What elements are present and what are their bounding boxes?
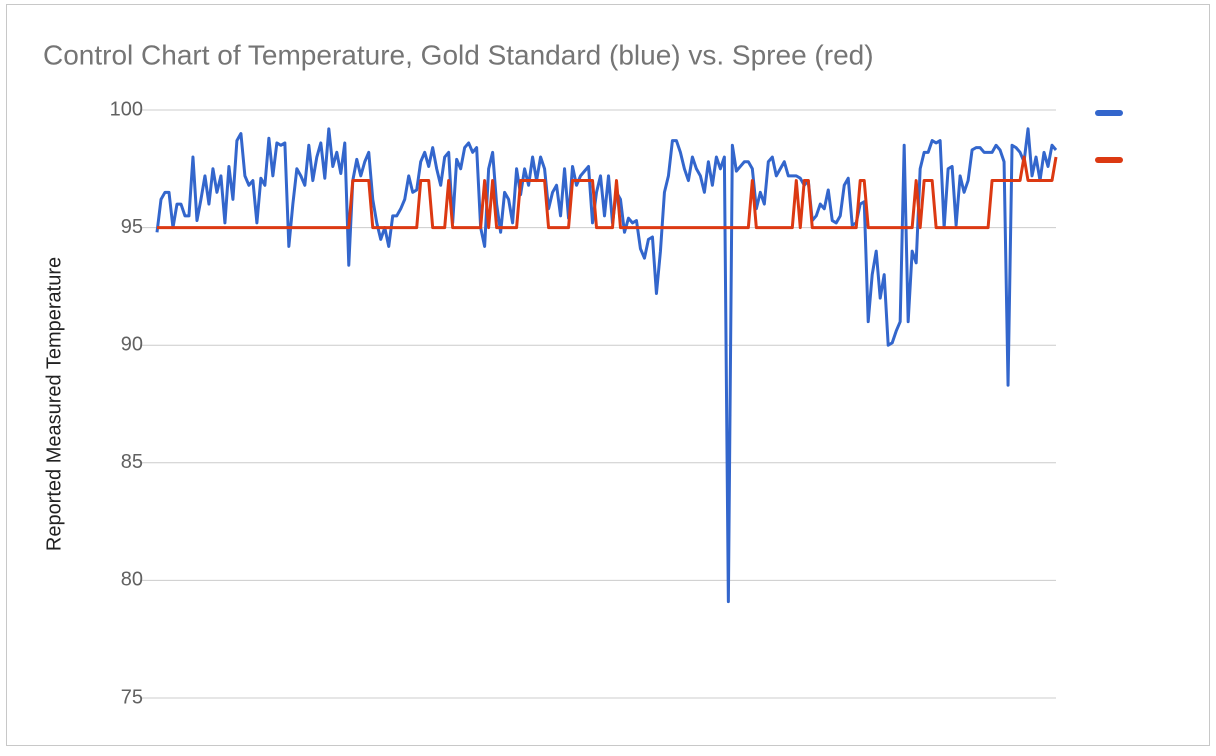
y-tick-label: 90 — [121, 333, 143, 355]
y-tick-label: 75 — [121, 686, 143, 708]
chart-border — [6, 4, 1210, 746]
y-tick-label: 80 — [121, 569, 143, 591]
series-line — [157, 155, 1058, 230]
y-axis-label: Reported Measured Temperature — [43, 257, 65, 551]
y-tick-label: 100 — [110, 98, 143, 120]
chart-title: Control Chart of Temperature, Gold Stand… — [43, 39, 874, 70]
y-tick-label: 85 — [121, 451, 143, 473]
y-tick-label: 95 — [121, 216, 143, 238]
series-line — [155, 127, 1058, 604]
